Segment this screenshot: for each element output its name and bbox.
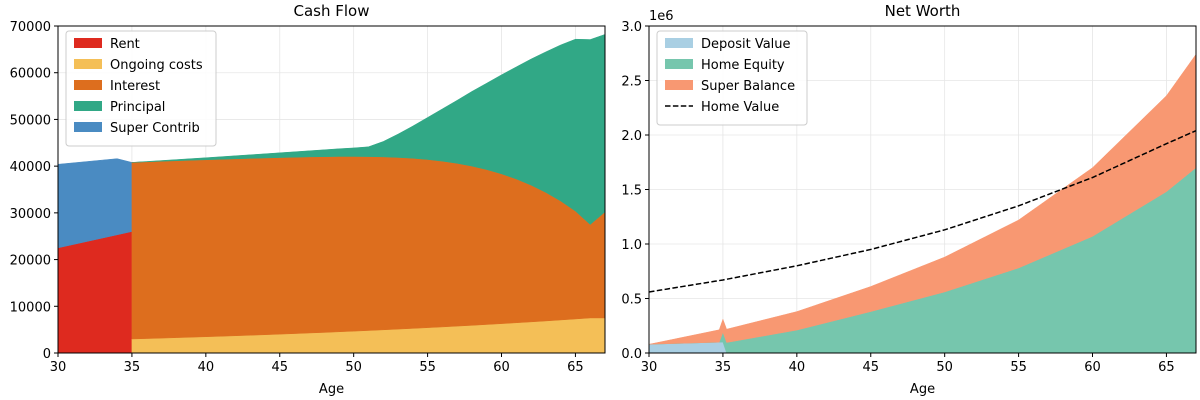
legend: Rent Ongoing costs Interest Principal Super … xyxy=(65,30,217,147)
x-tick-label: 30 xyxy=(641,360,658,375)
x-tick-label: 65 xyxy=(1158,360,1175,375)
y-tick-label: 0.5 xyxy=(621,293,642,308)
chart-title: Cash Flow xyxy=(294,2,370,20)
x-tick-label: 55 xyxy=(1010,360,1027,375)
x-tick-label: 35 xyxy=(124,360,141,375)
line-home-value xyxy=(649,129,1196,293)
legend-label: Rent xyxy=(110,37,140,52)
x-tick-label: 60 xyxy=(1084,360,1101,375)
legend-label: Deposit Value xyxy=(701,37,791,52)
x-tick-label: 40 xyxy=(198,360,215,375)
x-tick-label: 30 xyxy=(50,360,67,375)
legend-label: Super Balance xyxy=(701,79,795,94)
legend-label: Home Equity xyxy=(701,58,785,73)
area-deposit-value xyxy=(649,341,1196,353)
x-tick-label: 45 xyxy=(862,360,879,375)
cash-flow-chart: 30 35 40 45 50 55 60 65 0 10000 20000 30000 40000 500… xyxy=(10,2,606,397)
y-tick-label: 20000 xyxy=(10,254,51,269)
y-tick-label: 1.0 xyxy=(621,238,642,253)
legend-swatch xyxy=(74,101,102,111)
legend-label: Principal xyxy=(110,100,165,115)
x-tick-label: 50 xyxy=(345,360,362,375)
legend-swatch xyxy=(74,80,102,90)
legend-box xyxy=(656,30,808,126)
area-super-balance xyxy=(649,53,1196,345)
legend-swatch xyxy=(665,59,693,69)
x-axis-label: Age xyxy=(319,382,344,397)
y-tick-label: 3.0 xyxy=(621,20,642,35)
legend-swatch xyxy=(74,38,102,48)
x-tick-label: 50 xyxy=(936,360,953,375)
legend-box xyxy=(65,30,217,147)
area-principal xyxy=(131,34,605,225)
y-tick-label: 40000 xyxy=(10,160,51,175)
y-tick-label: 30000 xyxy=(10,207,51,222)
legend-label: Super Contrib xyxy=(110,121,200,136)
y-offset-label: 1e6 xyxy=(649,9,674,24)
y-tick-label: 50000 xyxy=(10,113,51,128)
x-tick-label: 55 xyxy=(419,360,436,375)
y-tick-label: 10000 xyxy=(10,300,51,315)
legend-swatch xyxy=(74,122,102,132)
plot-area xyxy=(58,34,605,353)
legend-swatch xyxy=(665,80,693,90)
y-tick-label: 0.0 xyxy=(621,347,642,362)
plot-area xyxy=(649,53,1196,353)
x-tick-label: 40 xyxy=(789,360,806,375)
y-tick-label: 2.5 xyxy=(621,75,642,90)
y-tick-label: 70000 xyxy=(10,20,51,35)
plot-frame xyxy=(57,25,606,354)
x-tick-label: 60 xyxy=(493,360,510,375)
legend-label: Interest xyxy=(110,79,160,94)
x-axis-label: Age xyxy=(910,382,935,397)
legend-label: Ongoing costs xyxy=(110,58,203,73)
net-worth-chart: 30 35 40 45 50 55 60 65 0.0 0.5 1.0 1.5 2.0 2.5 3.0 Age… xyxy=(621,2,1197,397)
y-tick-label: 1.5 xyxy=(621,184,642,199)
legend: Deposit Value Home Equity Super Balance Hom… xyxy=(656,30,808,126)
x-tick-label: 45 xyxy=(271,360,288,375)
legend-label: Home Value xyxy=(701,100,779,115)
legend-swatch xyxy=(74,59,102,69)
x-tick-label: 35 xyxy=(715,360,732,375)
x-tick-label: 65 xyxy=(567,360,584,375)
y-tick-label: 2.0 xyxy=(621,129,642,144)
y-tick-label: 0 xyxy=(43,347,51,362)
legend-swatch xyxy=(665,38,693,48)
chart-title: Net Worth xyxy=(885,2,961,20)
area-rent xyxy=(58,231,133,353)
y-tick-label: 60000 xyxy=(10,67,51,82)
